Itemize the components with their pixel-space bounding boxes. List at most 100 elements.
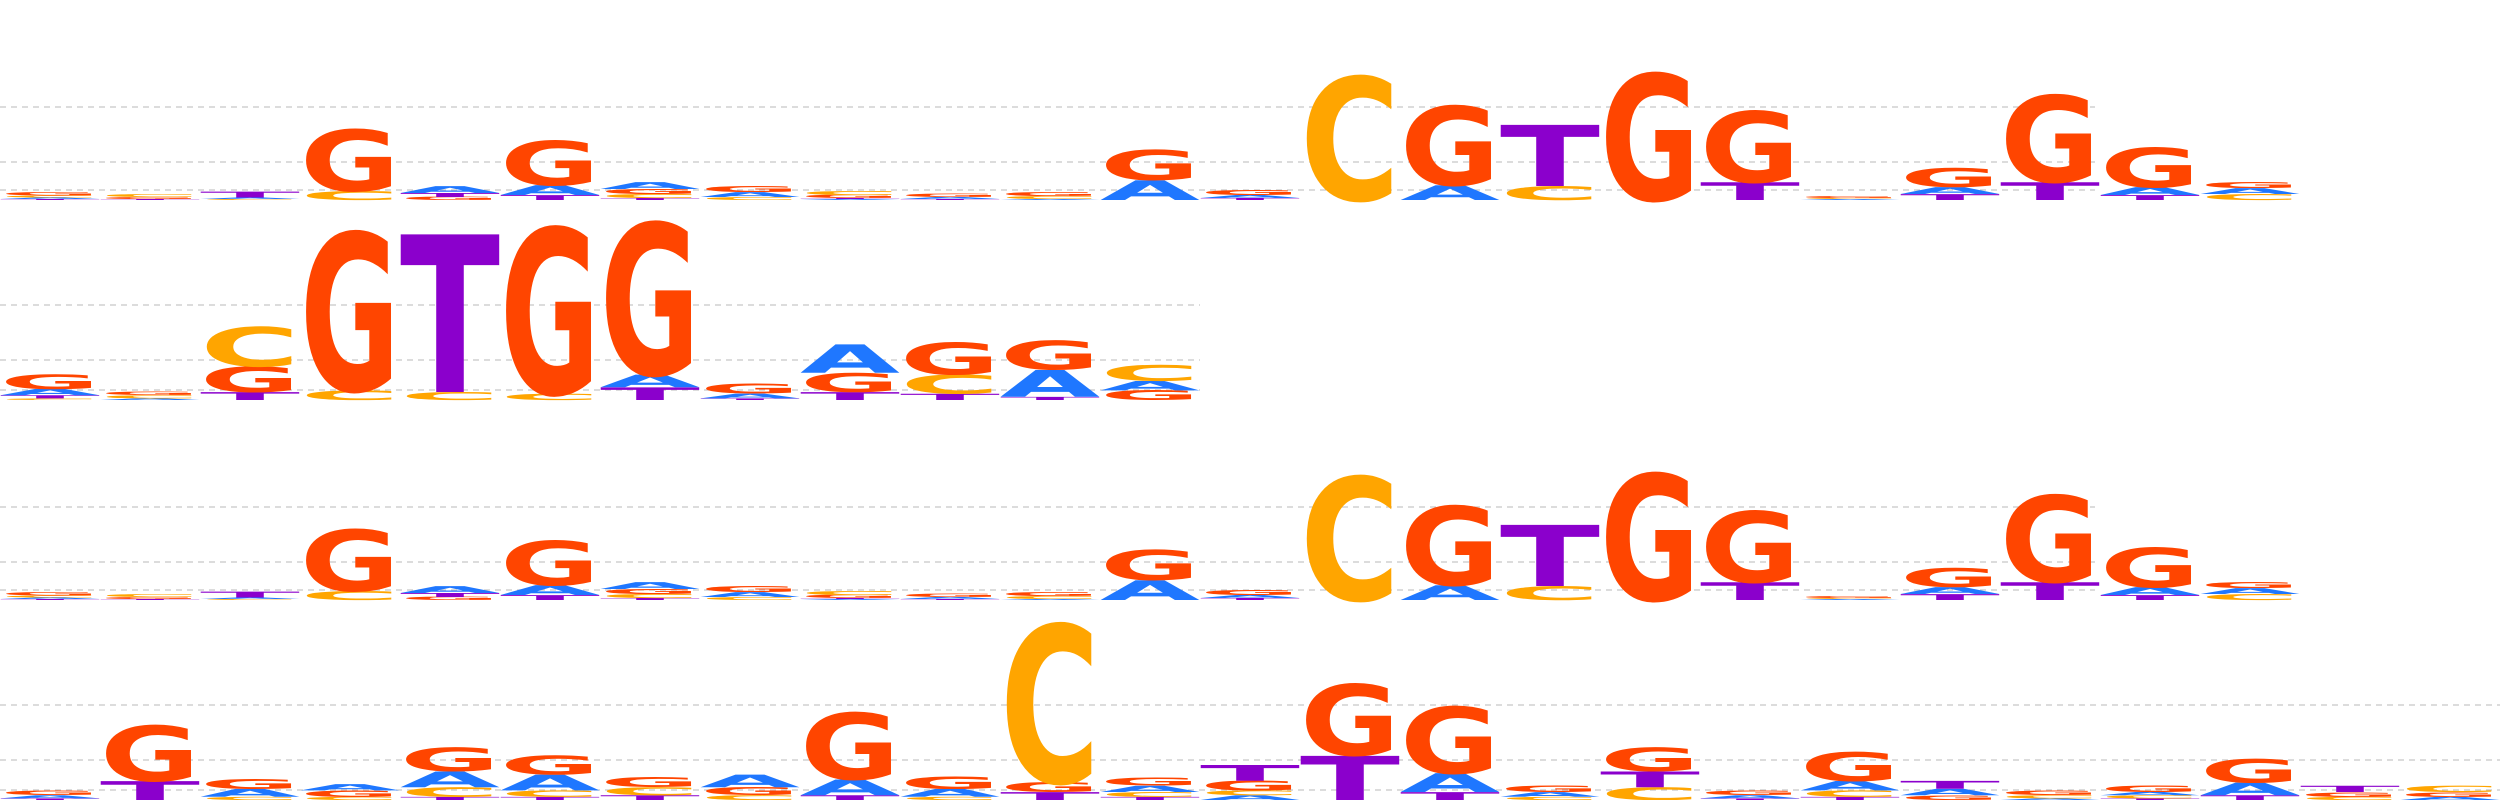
logo-letter-c: C — [900, 370, 1000, 400]
logo-letter-c: C — [1000, 595, 1100, 600]
logo-letter-t: T — [600, 598, 700, 601]
logo-letter-g: G — [1700, 492, 1800, 605]
logo-letter-g: G — [1700, 92, 1800, 205]
logo-letter-t: T — [1200, 761, 1300, 786]
logo-letter-g: G — [500, 750, 600, 780]
logo-letter-c: C — [0, 398, 100, 401]
logo-letter-c: C — [900, 796, 1000, 800]
logo-letter-a: A — [0, 597, 100, 599]
logo-letter-t: T — [2100, 194, 2200, 202]
logo-letter-g: G — [1600, 40, 1700, 241]
logo-letter-c: C — [1500, 182, 1600, 204]
logo-letter-t: T — [0, 199, 100, 201]
logo-letter-a: A — [1000, 199, 1100, 201]
logo-letter-c: C — [600, 593, 700, 599]
logo-letter-g: G — [200, 360, 300, 400]
logo-letter-t: T — [2000, 177, 2100, 205]
logo-letter-g: G — [800, 368, 900, 398]
logo-letter-t: T — [500, 194, 600, 202]
logo-letter-a: A — [500, 770, 600, 795]
logo-letter-a: A — [0, 794, 100, 799]
logo-letter-g: G — [1200, 779, 1300, 794]
logo-letter-c: C — [400, 785, 500, 800]
logo-letter-g: G — [0, 192, 100, 197]
logo-letter-a: A — [1200, 794, 1300, 800]
logo-letter-g: G — [1000, 334, 1100, 379]
logo-letter-t: T — [100, 599, 200, 601]
logo-letter-a: A — [200, 197, 300, 199]
logo-letter-g: G — [2200, 581, 2300, 590]
logo-letter-a: A — [200, 787, 300, 800]
logo-letter-t: T — [700, 398, 800, 401]
logo-letter-a: A — [1400, 181, 1501, 205]
logo-letter-g: G — [100, 391, 200, 396]
logo-letter-g: G — [300, 191, 400, 442]
logo-letter-c: C — [100, 394, 200, 399]
logo-letter-t: T — [800, 598, 900, 600]
logo-letter-c: C — [200, 599, 300, 601]
logo-letter-a: A — [600, 180, 700, 191]
logo-letter-g: G — [1900, 563, 2000, 593]
logo-letter-c: C — [500, 789, 600, 799]
logo-letter-c: C — [100, 593, 200, 598]
logo-letter-t: T — [400, 592, 500, 598]
logo-letter-c: C — [1800, 789, 1900, 799]
logo-letter-c: C — [100, 193, 200, 198]
logo-letter-c: C — [700, 794, 800, 800]
logo-letter-t: T — [1000, 790, 1100, 800]
logo-letter-t: T — [0, 599, 100, 601]
logo-letter-c: C — [300, 388, 400, 403]
logo-letter-a: A — [2100, 185, 2200, 198]
logo-letter-c: C — [1000, 581, 1100, 800]
logo-letter-t: T — [1900, 593, 2000, 602]
logo-letter-a: A — [600, 580, 700, 591]
logo-letter-a: A — [1400, 581, 1501, 605]
logo-letter-g: G — [400, 196, 500, 201]
logo-letter-g: G — [100, 711, 200, 799]
logo-letter-a: A — [400, 184, 500, 195]
logo-letter-c: C — [1300, 445, 1400, 641]
logo-letter-c: C — [0, 595, 100, 598]
logo-letter-a: A — [800, 775, 900, 800]
logo-letter-g: G — [400, 596, 500, 601]
logo-letter-g: G — [2000, 72, 2100, 210]
logo-letter-g: G — [1100, 143, 1200, 190]
logo-letter-c: C — [1300, 45, 1400, 241]
logo-letter-c: C — [2400, 784, 2500, 794]
logo-letter-t: T — [100, 776, 200, 800]
logo-letter-a: A — [1900, 585, 2000, 596]
logo-letter-a: A — [2100, 585, 2200, 598]
logo-letter-a: A — [800, 199, 900, 201]
logo-letter-t: T — [1100, 796, 1200, 800]
logo-letter-c: C — [800, 190, 900, 196]
logo-letter-g: G — [2000, 472, 2100, 610]
logo-letter-g: G — [300, 113, 400, 211]
logo-letter-g: G — [800, 194, 900, 199]
logo-letter-a: A — [1400, 768, 1500, 798]
logo-letter-a: A — [1900, 787, 2000, 797]
logo-letter-g: G — [1800, 196, 1900, 199]
logo-letter-g: G — [200, 777, 300, 792]
logo-letter-t: T — [0, 394, 100, 399]
logo-letter-g: G — [900, 593, 1000, 598]
logo-letter-t: T — [1900, 779, 2000, 792]
logo-letter-g: G — [1100, 543, 1200, 590]
logo-letter-t: T — [2000, 577, 2100, 605]
logo-letter-c: C — [300, 796, 400, 800]
logo-letter-c: C — [1800, 598, 1900, 600]
logo-letter-g: G — [1800, 596, 1900, 599]
logo-letter-t: T — [800, 794, 900, 800]
logo-letter-g: G — [1400, 689, 1500, 795]
logo-letter-t: T — [1200, 598, 1300, 601]
logo-letter-g: G — [2400, 791, 2500, 799]
logo-letter-g: G — [700, 382, 800, 397]
logo-letter-a: A — [1800, 199, 1900, 201]
logo-letter-g: G — [1100, 776, 1200, 789]
logo-letter-t: T — [1400, 790, 1500, 800]
logo-letter-c: C — [800, 590, 900, 596]
logo-letter-g: G — [2000, 789, 2100, 797]
logo-letter-t: T — [200, 390, 300, 403]
